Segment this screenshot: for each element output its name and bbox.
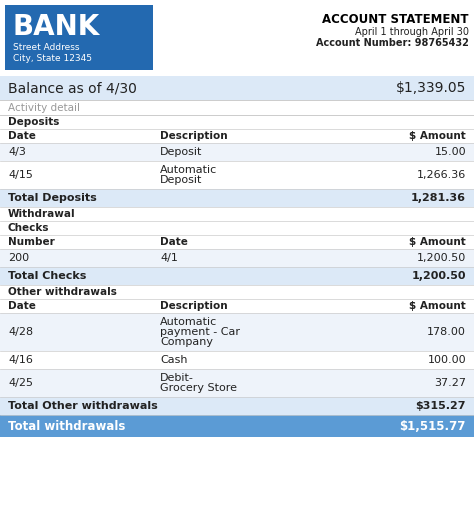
Text: City, State 12345: City, State 12345 — [13, 54, 92, 63]
FancyBboxPatch shape — [0, 189, 474, 207]
FancyBboxPatch shape — [0, 285, 474, 299]
FancyBboxPatch shape — [0, 397, 474, 415]
FancyBboxPatch shape — [0, 369, 474, 397]
Text: Deposits: Deposits — [8, 117, 59, 127]
Text: Account Number: 98765432: Account Number: 98765432 — [316, 38, 469, 48]
Text: Total Deposits: Total Deposits — [8, 193, 97, 203]
Text: Date: Date — [8, 301, 36, 311]
Text: 200: 200 — [8, 253, 29, 263]
Text: 1,200.50: 1,200.50 — [411, 271, 466, 281]
Text: Other withdrawals: Other withdrawals — [8, 287, 117, 297]
FancyBboxPatch shape — [0, 313, 474, 351]
Text: ACCOUNT STATEMENT: ACCOUNT STATEMENT — [322, 13, 469, 26]
Text: Deposit: Deposit — [160, 147, 202, 157]
Text: $1,515.77: $1,515.77 — [400, 419, 466, 433]
Text: Date: Date — [8, 131, 36, 141]
Text: Checks: Checks — [8, 223, 49, 233]
Text: April 1 through April 30: April 1 through April 30 — [355, 27, 469, 37]
Text: $ Amount: $ Amount — [409, 301, 466, 311]
Text: Total withdrawals: Total withdrawals — [8, 419, 126, 433]
Text: Debit-: Debit- — [160, 373, 194, 383]
Text: Cash: Cash — [160, 355, 188, 365]
Text: Activity detail: Activity detail — [8, 103, 80, 113]
Text: Street Address: Street Address — [13, 43, 80, 52]
Text: 1,200.50: 1,200.50 — [417, 253, 466, 263]
FancyBboxPatch shape — [5, 5, 153, 70]
Text: BANK: BANK — [13, 13, 100, 41]
FancyBboxPatch shape — [0, 207, 474, 221]
FancyBboxPatch shape — [0, 249, 474, 267]
FancyBboxPatch shape — [0, 235, 474, 249]
Text: 4/25: 4/25 — [8, 378, 33, 388]
FancyBboxPatch shape — [0, 76, 474, 100]
FancyBboxPatch shape — [0, 143, 474, 161]
Text: Balance as of 4/30: Balance as of 4/30 — [8, 81, 137, 95]
Text: 1,266.36: 1,266.36 — [417, 170, 466, 180]
FancyBboxPatch shape — [0, 267, 474, 285]
Text: 15.00: 15.00 — [434, 147, 466, 157]
Text: $ Amount: $ Amount — [409, 131, 466, 141]
Text: 178.00: 178.00 — [427, 327, 466, 337]
Text: 1,281.36: 1,281.36 — [411, 193, 466, 203]
FancyBboxPatch shape — [0, 115, 474, 129]
Text: 100.00: 100.00 — [428, 355, 466, 365]
Text: 4/3: 4/3 — [8, 147, 26, 157]
Text: $ Amount: $ Amount — [409, 237, 466, 247]
Text: 37.27: 37.27 — [434, 378, 466, 388]
Text: 4/1: 4/1 — [160, 253, 178, 263]
FancyBboxPatch shape — [0, 299, 474, 313]
Text: $1,339.05: $1,339.05 — [396, 81, 466, 95]
Text: 4/28: 4/28 — [8, 327, 33, 337]
FancyBboxPatch shape — [0, 351, 474, 369]
Text: Grocery Store: Grocery Store — [160, 383, 237, 393]
Text: Description: Description — [160, 301, 228, 311]
Text: Date: Date — [160, 237, 188, 247]
Text: 4/16: 4/16 — [8, 355, 33, 365]
FancyBboxPatch shape — [0, 129, 474, 143]
Text: Deposit: Deposit — [160, 175, 202, 185]
Text: Number: Number — [8, 237, 55, 247]
Text: Total Checks: Total Checks — [8, 271, 86, 281]
Text: Total Other withdrawals: Total Other withdrawals — [8, 401, 158, 411]
Text: Withdrawal: Withdrawal — [8, 209, 76, 219]
Text: Description: Description — [160, 131, 228, 141]
FancyBboxPatch shape — [0, 415, 474, 437]
FancyBboxPatch shape — [0, 161, 474, 189]
FancyBboxPatch shape — [0, 221, 474, 235]
Text: Automatic: Automatic — [160, 317, 217, 327]
Text: Company: Company — [160, 337, 213, 347]
Text: $315.27: $315.27 — [416, 401, 466, 411]
Text: 4/15: 4/15 — [8, 170, 33, 180]
Text: payment - Car: payment - Car — [160, 327, 240, 337]
Text: Automatic: Automatic — [160, 165, 217, 175]
